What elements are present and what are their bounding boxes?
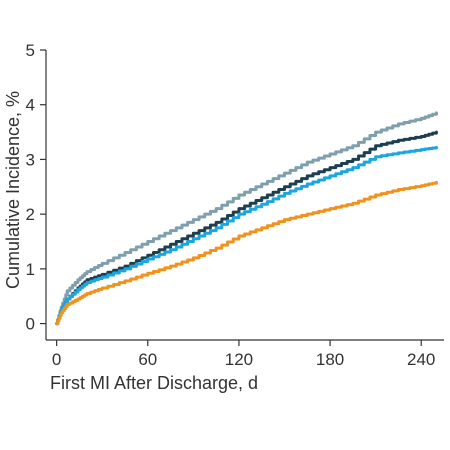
series-group	[55, 111, 438, 326]
series-line-2	[55, 130, 438, 326]
y-tick-label: 0	[26, 315, 35, 334]
y-tick-label: 4	[26, 96, 35, 115]
y-axis-title: Cumulative Incidence, %	[3, 91, 23, 289]
series-line-4	[55, 180, 438, 326]
series-line-1	[55, 111, 438, 326]
series-line-3	[55, 145, 438, 326]
y-tick-label: 1	[26, 260, 35, 279]
x-tick-label: 240	[407, 350, 435, 369]
x-tick-label: 60	[138, 350, 157, 369]
x-axis-title: First MI After Discharge, d	[50, 373, 258, 393]
y-tick-label: 2	[26, 205, 35, 224]
y-tick-label: 3	[26, 150, 35, 169]
axes: 0 1 2 3 4 5 0 60 120 180 240	[26, 41, 444, 369]
x-tick-label: 0	[52, 350, 61, 369]
y-tick-label: 5	[26, 41, 35, 60]
x-tick-label: 180	[316, 350, 344, 369]
x-tick-label: 120	[225, 350, 253, 369]
